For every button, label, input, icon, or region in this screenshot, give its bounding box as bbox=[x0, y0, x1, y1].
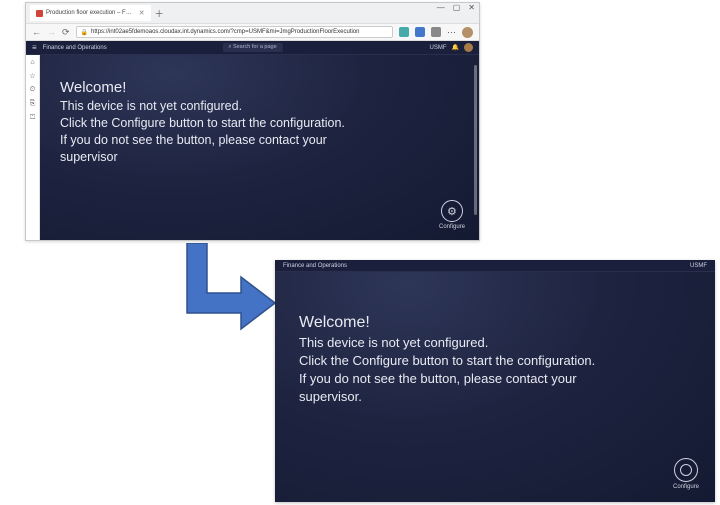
app-top-bar: ≡ Finance and Operations Search for a pa… bbox=[26, 41, 479, 55]
notifications-icon[interactable]: 🔔 bbox=[452, 44, 459, 51]
tab-favicon bbox=[36, 10, 43, 17]
configure-label: Configure bbox=[673, 484, 699, 490]
rail-recent-icon[interactable]: ⏲ bbox=[30, 86, 35, 94]
flow-arrow bbox=[175, 243, 275, 338]
welcome-line: supervisor. bbox=[299, 388, 691, 406]
app-brand: Finance and Operations bbox=[283, 263, 347, 269]
lock-icon: 🔒 bbox=[81, 29, 88, 36]
nav-back-button[interactable]: ← bbox=[32, 27, 41, 37]
hamburger-icon[interactable]: ≡ bbox=[32, 43, 37, 52]
configure-label: Configure bbox=[439, 224, 465, 230]
welcome-heading: Welcome! bbox=[60, 79, 459, 96]
configure-button[interactable]: Configure bbox=[673, 458, 699, 490]
rail-home-icon[interactable]: ⌂ bbox=[30, 59, 34, 66]
browser-address-bar: ← → ⟳ 🔒 https://int02ae5fdemoaos.cloudax… bbox=[26, 23, 479, 41]
browser-tab-strip: Production floor execution – F… ✕ ＋ — ▢ … bbox=[26, 3, 479, 23]
app-brand: Finance and Operations bbox=[43, 45, 107, 51]
tab-close-icon[interactable]: ✕ bbox=[139, 9, 145, 17]
welcome-line: Click the Configure button to start the … bbox=[60, 115, 459, 132]
rail-workspace-icon[interactable]: ⎘ bbox=[30, 100, 36, 108]
welcome-line: Click the Configure button to start the … bbox=[299, 352, 691, 370]
app-pane-fullscreen: Finance and Operations USMF Welcome! Thi… bbox=[275, 260, 715, 502]
browser-viewport: ≡ Finance and Operations Search for a pa… bbox=[26, 41, 479, 240]
url-input[interactable]: 🔒 https://int02ae5fdemoaos.cloudax.int.d… bbox=[76, 26, 393, 38]
side-rail: ⌂ ☆ ⏲ ⎘ ⏍ bbox=[26, 55, 40, 240]
welcome-panel-windowed: Welcome! This device is not yet configur… bbox=[40, 55, 479, 240]
rail-fav-icon[interactable]: ☆ bbox=[29, 72, 35, 80]
browser-menu-icon[interactable]: ⋯ bbox=[447, 27, 456, 38]
favorites-icon[interactable] bbox=[431, 27, 441, 37]
scrollbar[interactable] bbox=[474, 65, 477, 215]
welcome-line: This device is not yet configured. bbox=[299, 334, 691, 352]
welcome-line: This device is not yet configured. bbox=[60, 98, 459, 115]
welcome-line-truncated: supervisor bbox=[60, 149, 459, 166]
window-minimize-button[interactable]: — bbox=[437, 3, 445, 12]
window-close-button[interactable]: ✕ bbox=[468, 3, 475, 12]
welcome-panel-fullscreen: Welcome! This device is not yet configur… bbox=[275, 272, 715, 502]
app-pane-windowed: ≡ Finance and Operations Search for a pa… bbox=[26, 41, 479, 240]
company-id-label[interactable]: USMF bbox=[430, 45, 447, 51]
global-search-input[interactable]: Search for a page bbox=[222, 43, 282, 52]
url-text: https://int02ae5fdemoaos.cloudax.int.dyn… bbox=[91, 29, 359, 35]
configure-button[interactable]: Configure bbox=[439, 200, 465, 230]
gear-icon bbox=[441, 200, 463, 222]
app-top-bar-fullscreen: Finance and Operations USMF bbox=[275, 260, 715, 272]
window-maximize-button[interactable]: ▢ bbox=[453, 3, 461, 12]
user-avatar[interactable] bbox=[464, 43, 473, 52]
browser-window: Production floor execution – F… ✕ ＋ — ▢ … bbox=[25, 2, 480, 241]
welcome-heading: Welcome! bbox=[299, 314, 691, 332]
nav-forward-button[interactable]: → bbox=[47, 27, 56, 37]
company-id-label[interactable]: USMF bbox=[690, 263, 707, 269]
extension-icon[interactable] bbox=[415, 27, 425, 37]
nav-refresh-button[interactable]: ⟳ bbox=[62, 27, 70, 38]
rail-modules-icon[interactable]: ⏍ bbox=[30, 114, 35, 122]
welcome-line: If you do not see the button, please con… bbox=[299, 370, 691, 388]
target-icon bbox=[674, 458, 698, 482]
tab-title: Production floor execution – F… bbox=[46, 10, 132, 16]
profile-avatar[interactable] bbox=[462, 27, 473, 38]
new-tab-button[interactable]: ＋ bbox=[155, 7, 164, 20]
welcome-line: If you do not see the button, please con… bbox=[60, 132, 459, 149]
extension-icon[interactable] bbox=[399, 27, 409, 37]
browser-tab[interactable]: Production floor execution – F… ✕ bbox=[30, 5, 151, 21]
